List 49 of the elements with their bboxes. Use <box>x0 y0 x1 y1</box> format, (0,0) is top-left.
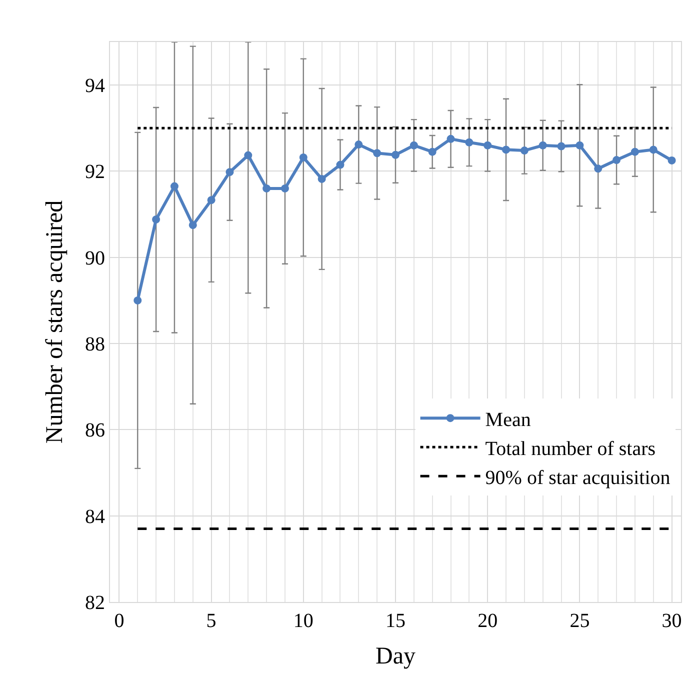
point <box>262 184 271 192</box>
point <box>484 141 492 150</box>
x-tick-label: 5 <box>206 610 216 632</box>
point <box>170 182 178 190</box>
x-tick-label: 10 <box>293 610 314 632</box>
point <box>630 148 639 156</box>
point <box>373 149 382 158</box>
point <box>226 168 234 176</box>
x-tick-label: 25 <box>570 610 590 632</box>
y-tick-label: 86 <box>85 420 105 442</box>
point <box>244 151 252 160</box>
x-tick-label: 20 <box>478 610 498 632</box>
point <box>446 134 455 143</box>
x-tick-label: 15 <box>386 610 406 632</box>
point <box>612 156 621 164</box>
point <box>576 141 584 150</box>
y-tick-label: 82 <box>85 592 105 614</box>
point <box>557 142 566 150</box>
point <box>336 160 344 169</box>
point <box>134 296 142 304</box>
point <box>428 148 436 156</box>
y-tick-label: 90 <box>85 247 105 270</box>
point <box>354 140 363 149</box>
point <box>152 215 160 224</box>
point <box>520 146 528 155</box>
x-tick-label: 0 <box>114 610 124 632</box>
legend-label: Total number of stars <box>485 438 656 460</box>
legend-label: 90% of star acquisition <box>485 466 670 489</box>
point <box>410 141 418 150</box>
x-tick-label: 30 <box>662 610 682 632</box>
point <box>594 164 602 173</box>
y-tick-label: 94 <box>85 75 105 98</box>
point <box>280 184 289 192</box>
point <box>299 153 308 162</box>
point <box>502 146 510 154</box>
point <box>649 146 658 154</box>
point <box>465 138 474 146</box>
point <box>668 156 676 164</box>
y-tick-label: 88 <box>85 334 105 356</box>
legend-label: Mean <box>485 408 531 431</box>
point <box>392 150 400 159</box>
point <box>207 196 216 204</box>
y-axis-title: Number of stars acquired <box>42 200 68 444</box>
point <box>318 174 326 183</box>
y-tick-label: 84 <box>85 506 105 528</box>
point <box>538 141 547 150</box>
x-axis-title: Day <box>376 643 416 670</box>
point <box>188 221 197 230</box>
y-tick-label: 92 <box>85 161 105 184</box>
